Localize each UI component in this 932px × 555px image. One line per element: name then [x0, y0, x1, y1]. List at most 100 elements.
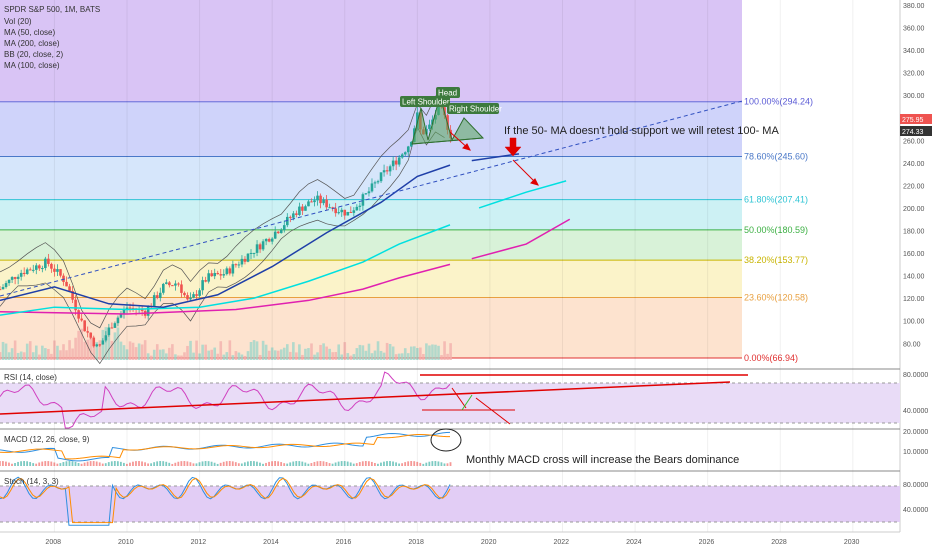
- macd-hist-bar: [216, 463, 219, 466]
- y-tick-label: 360.00: [903, 26, 925, 33]
- macd-hist-bar: [331, 463, 334, 466]
- volume-bars: [0, 327, 452, 360]
- fib-zone-2: [0, 199, 742, 230]
- volume-bar: [80, 328, 83, 360]
- candle-body: [340, 209, 344, 213]
- y-tick-label: 260.00: [903, 138, 925, 145]
- volume-bar: [313, 354, 316, 360]
- macd-hist-bar: [437, 461, 440, 466]
- macd-hist-bar: [228, 461, 231, 466]
- volume-bar: [101, 329, 105, 360]
- macd-tick-10: 10.0000: [903, 449, 928, 456]
- candle-body: [346, 211, 350, 216]
- volume-bar: [334, 352, 337, 360]
- macd-hist-bar: [225, 461, 228, 466]
- fib-zone-3: [0, 229, 742, 261]
- candle-body: [416, 112, 419, 129]
- volume-bar: [113, 332, 117, 360]
- candle-body: [388, 166, 392, 172]
- macd-hist-bar: [340, 461, 343, 466]
- macd-hist-bar: [259, 462, 261, 466]
- macd-hist-bar: [11, 463, 13, 466]
- macd-hist-bar: [325, 462, 328, 466]
- candle-body: [59, 269, 62, 276]
- macd-hist-bar: [383, 461, 385, 466]
- macd-hist-bar: [32, 463, 35, 466]
- volume-bar: [422, 354, 425, 360]
- candle-body: [158, 292, 162, 299]
- volume-bar: [83, 341, 86, 360]
- volume-bar: [228, 340, 232, 360]
- candle-body: [34, 265, 38, 270]
- volume-bar: [267, 350, 271, 360]
- y-tick-label: 240.00: [903, 161, 925, 168]
- candle-body: [1, 287, 5, 290]
- macd-hist-bar: [307, 463, 310, 466]
- volume-bar: [406, 353, 410, 360]
- candle-body: [403, 152, 407, 155]
- candle-body: [25, 269, 29, 274]
- macd-cross-circle: [430, 428, 462, 452]
- y-tick-label: 180.00: [903, 229, 925, 236]
- volume-bar: [246, 351, 250, 360]
- volume-bar: [16, 352, 20, 360]
- macd-hist-bar: [119, 461, 122, 466]
- macd-hist-bar: [83, 462, 86, 466]
- volume-bar: [180, 355, 183, 360]
- volume-bar: [234, 351, 238, 360]
- macd-hist-bar: [322, 461, 325, 466]
- macd-hist-bar: [416, 461, 419, 466]
- macd-hist-bar: [26, 461, 29, 466]
- macd-hist-bar: [47, 461, 50, 466]
- macd-hist-bar: [367, 461, 370, 466]
- y-axis-bg: [900, 0, 932, 550]
- volume-bar: [337, 344, 341, 360]
- candle-body: [225, 268, 229, 275]
- macd-hist-bar: [398, 463, 400, 466]
- price-badge-2: 274.33: [902, 129, 924, 136]
- candle-body: [62, 275, 65, 282]
- y-tick-label: 220.00: [903, 183, 925, 190]
- candle-body: [216, 272, 220, 275]
- candle-body: [289, 216, 292, 218]
- volume-bar: [255, 341, 259, 360]
- candle-body: [180, 284, 183, 293]
- volume-bar: [282, 347, 286, 360]
- macd-hist-bar: [234, 462, 237, 466]
- candle-body: [352, 210, 356, 213]
- y-tick-label: 120.00: [903, 296, 925, 303]
- candle-body: [44, 258, 47, 269]
- left-shoulder-label: Left Shoulder: [402, 98, 450, 107]
- macd-hist-bar: [313, 461, 316, 466]
- macd-hist-bar: [159, 461, 162, 466]
- candle-body: [189, 297, 192, 300]
- volume-bar: [431, 344, 434, 360]
- y-tick-label: 140.00: [903, 274, 925, 281]
- macd-hist-bar: [53, 462, 56, 466]
- candle-body: [334, 208, 337, 214]
- volume-bar: [177, 355, 180, 360]
- volume-bar: [13, 340, 17, 360]
- volume-bar: [343, 342, 347, 360]
- volume-bar: [10, 348, 14, 360]
- rsi-green-arrow: [461, 394, 473, 411]
- macd-hist-bar: [104, 463, 107, 466]
- macd-hist-bar: [298, 461, 301, 466]
- candle-body: [358, 205, 362, 207]
- volume-bar: [125, 349, 129, 360]
- volume-bar: [292, 342, 295, 360]
- volume-bar: [340, 354, 344, 360]
- macd-hist-bar: [65, 461, 68, 466]
- candle-body: [252, 252, 256, 254]
- candle-body: [261, 241, 265, 250]
- macd-hist-bar: [265, 462, 267, 466]
- volume-bar: [183, 352, 186, 360]
- macd-hist-bar: [17, 461, 19, 466]
- volume-bar: [355, 348, 359, 360]
- macd-hist-bar: [98, 462, 101, 466]
- volume-bar: [171, 344, 174, 360]
- macd-hist-bar: [153, 462, 156, 466]
- macd-hist-bar: [95, 461, 98, 466]
- candle-body: [47, 258, 50, 264]
